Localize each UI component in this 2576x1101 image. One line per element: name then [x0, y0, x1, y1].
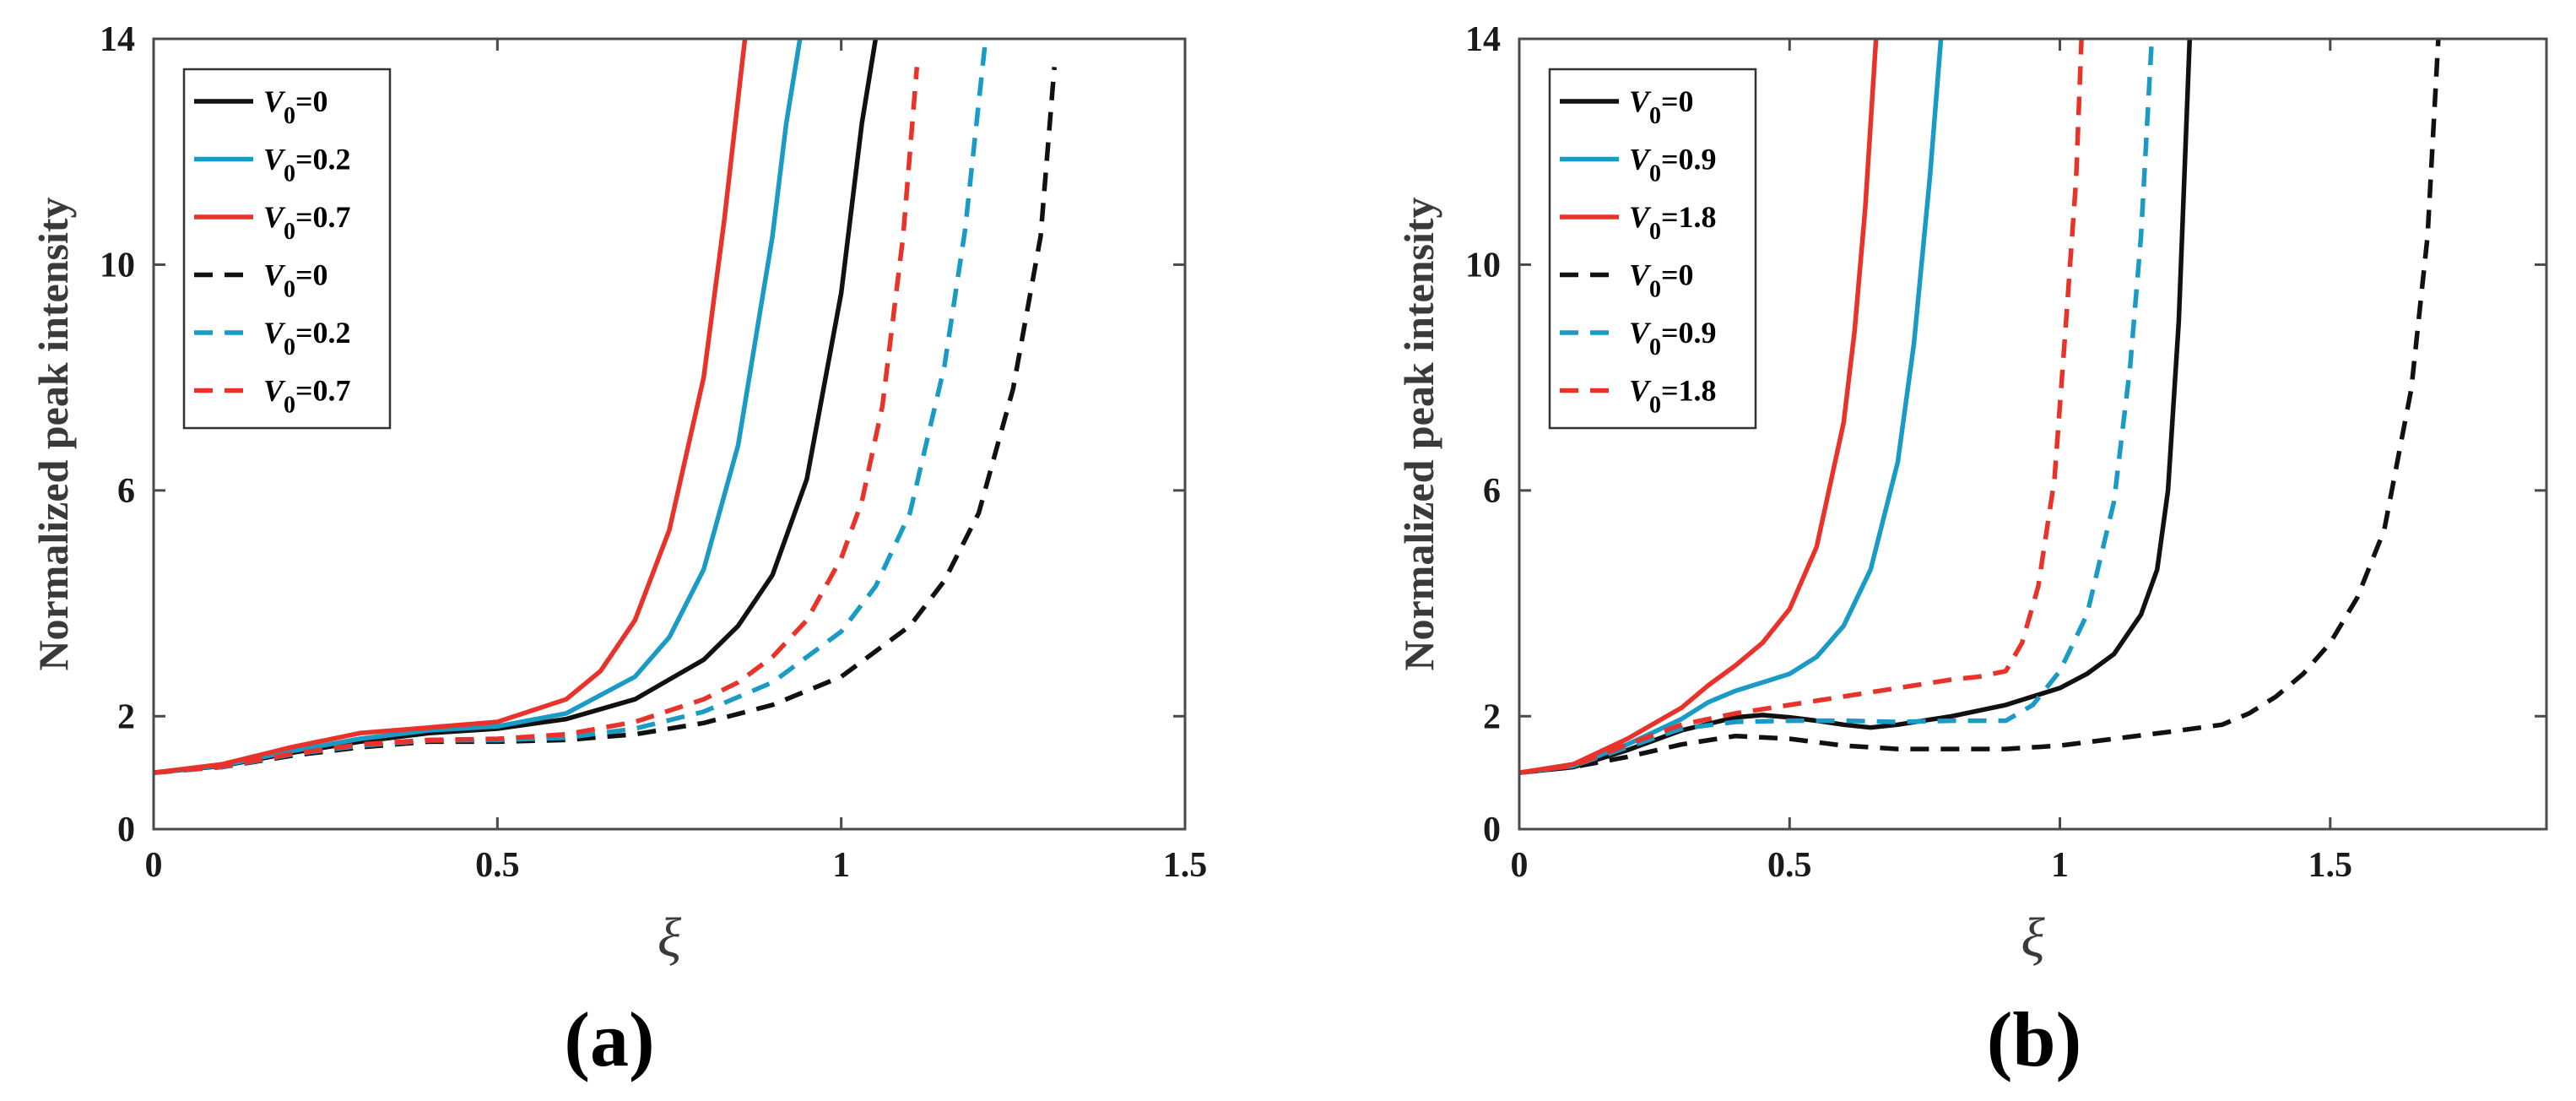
chart1-legend-label-2: V0=0.2 [263, 143, 351, 187]
chart2-series-group [1519, 38, 2441, 775]
chart2-legend: V0=0 V0=0.9 V0=1.8 V0=0 V0=0.9 V0=1.8 [1548, 68, 1757, 430]
chart1-series-line-3 [154, 38, 748, 775]
chart2-legend-label-1: V0=0 [1629, 84, 1694, 129]
chart1-x-tick-label-1: 0 [145, 846, 163, 885]
chart2-legend-label-3: V0=1.8 [1629, 200, 1717, 245]
chart1-y-tick-label-5: 14 [100, 20, 135, 59]
chart1-y-tick-label-1: 0 [117, 811, 135, 849]
chart2-y-tick-label-3: 6 [1483, 472, 1501, 511]
chart1-legend-label-4: V0=0 [263, 258, 328, 303]
chart1-y-tick-label-4: 10 [100, 246, 135, 285]
chart1-panel: 0 0.5 1 1.5 0 2 6 10 14 ξ Normalized peak intensit… [30, 20, 1207, 1082]
chart2-axes-frame [1518, 37, 2548, 831]
chart1-y-tick-label-2: 2 [117, 697, 135, 736]
chart1-panel-label: (a) [564, 996, 654, 1082]
chart1-legend-label-5: V0=0.2 [263, 316, 351, 361]
chart1-y-tick-label-3: 6 [117, 472, 135, 511]
chart1-axes-frame [152, 37, 1187, 831]
chart2-panel-label: (b) [1987, 996, 2081, 1082]
chart1-series-line-6 [154, 67, 920, 775]
chart2-x-tick-label-1: 0 [1511, 846, 1529, 885]
chart2-x-tick-label-4: 1.5 [2308, 846, 2353, 885]
chart1-series-group [154, 38, 1057, 775]
chart2-series-line-3 [1519, 38, 1879, 775]
chart2-x-tick-label-2: 0.5 [1767, 846, 1812, 885]
chart1-x-tick-label-3: 1 [832, 846, 850, 885]
chart1-legend-label-3: V0=0.7 [263, 200, 351, 245]
chart2-series-line-5 [1519, 38, 2155, 775]
chart1-x-tick-label-4: 1.5 [1163, 846, 1208, 885]
chart1-x-tick-label-2: 0.5 [475, 846, 520, 885]
chart2-x-tick-label-3: 1 [2051, 846, 2069, 885]
chart2-y-tick-label-2: 2 [1483, 697, 1501, 736]
chart2-y-tick-label-5: 14 [1465, 20, 1501, 59]
chart1-x-axis-label: ξ [658, 907, 682, 968]
chart2-legend-label-5: V0=0.9 [1629, 316, 1717, 361]
chart1-series-line-5 [154, 38, 988, 775]
chart2-legend-box [1548, 68, 1757, 430]
chart1-series-line-2 [154, 38, 803, 775]
chart2-legend-label-2: V0=0.9 [1629, 143, 1717, 187]
chart2-panel: 0 0.5 1 1.5 0 2 6 10 14 ξ Normalized peak intensit… [1395, 20, 2548, 1082]
chart2-legend-label-6: V0=1.8 [1629, 374, 1717, 419]
chart1-legend: V0=0 V0=0.2 V0=0.7 V0=0 V0=0.2 V0=0.7 [182, 68, 392, 430]
chart2-series-line-4 [1519, 38, 2441, 775]
chart2-y-tick-label-1: 0 [1483, 811, 1501, 849]
chart2-legend-label-4: V0=0 [1629, 258, 1694, 303]
chart2-y-axis-label: Normalized peak intensity [1395, 197, 1442, 670]
chart1-legend-label-1: V0=0 [263, 84, 328, 129]
chart1-legend-box [182, 68, 392, 430]
chart2-x-axis-label: ξ [2021, 907, 2045, 968]
chart1-legend-label-6: V0=0.7 [263, 374, 351, 419]
chart1-y-axis-label: Normalized peak intensity [30, 197, 77, 670]
chart2-y-tick-label-4: 10 [1465, 246, 1501, 285]
